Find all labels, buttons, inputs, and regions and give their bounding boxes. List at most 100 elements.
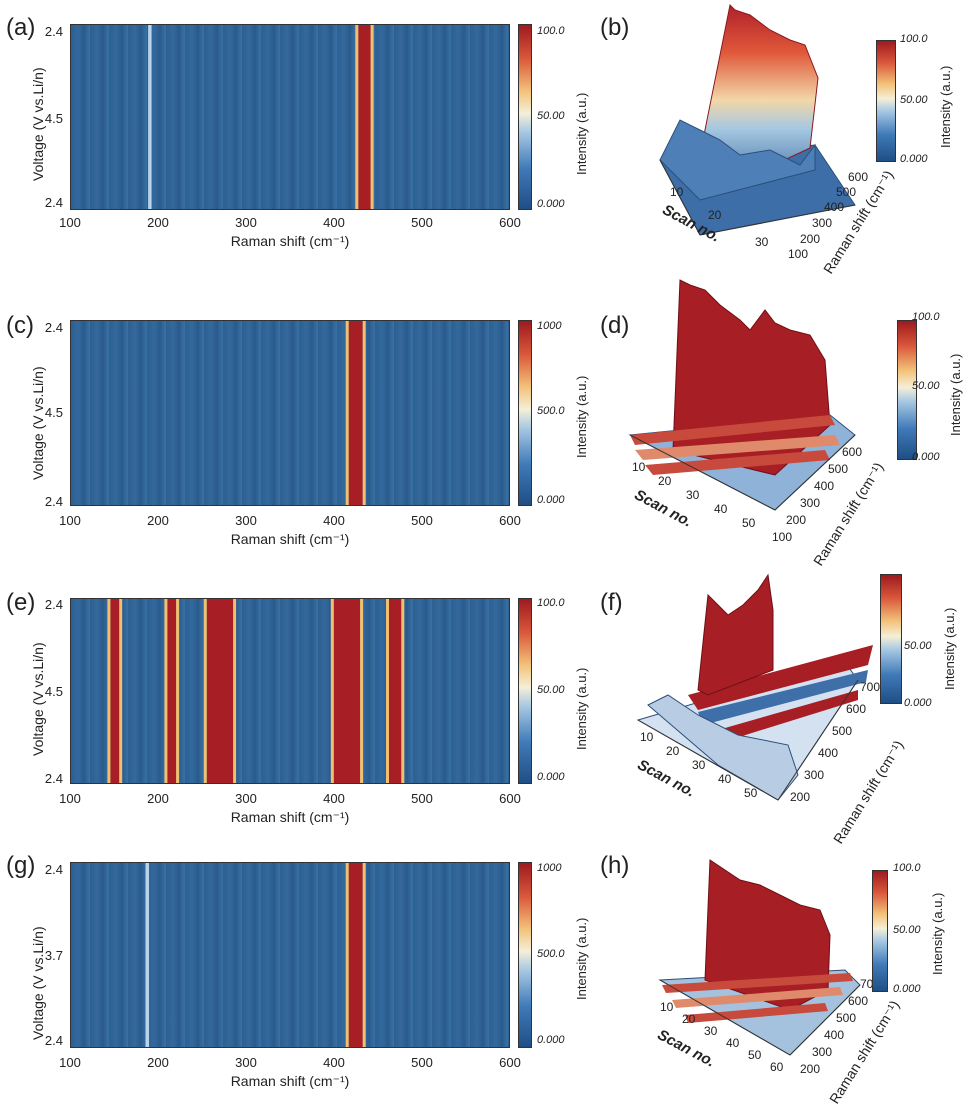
x-tick: 600 [499,1055,521,1070]
y-tick: 4.5 [44,111,63,126]
shift-tick: 300 [812,216,833,230]
shift-tick: 600 [842,445,863,459]
x-tick: 100 [59,215,81,230]
scan-tick: 10 [640,730,654,744]
heatmap-band-edge [330,599,334,783]
colorbar-tick: 50.00 [537,110,565,122]
heatmap-band-edge [119,599,123,783]
heatmap-band [358,25,371,209]
heatmap-band [348,321,363,505]
scan-tick: 50 [748,1048,762,1062]
colorbar-tick: 0.000 [537,198,565,210]
colorbar-tick: 100.0 [900,33,928,45]
x-tick: 500 [411,791,433,806]
scan-tick: 10 [632,460,646,474]
x-tick: 500 [411,513,433,528]
x-axis-label: Raman shift (cm⁻¹) [230,809,350,825]
shift-tick: 200 [786,513,807,527]
colorbar-label: Intensity (a.u.) [574,667,589,750]
colorbar [518,24,532,210]
colorbar-tick: 100.0 [912,311,940,323]
heatmap-band [333,599,361,783]
surface-band-c [718,690,858,742]
x-tick: 600 [499,215,521,230]
shift-tick: 400 [824,200,845,214]
shift-tick: 300 [812,1045,833,1059]
y-tick: 2.4 [44,494,63,509]
x-axis-label: Raman shift (cm⁻¹) [230,1073,350,1089]
colorbar-tick: 0.000 [537,1034,565,1046]
colorbar-label: Intensity (a.u.) [938,65,953,148]
heatmap-g [70,862,510,1048]
shift-tick: 700 [860,680,881,694]
heatmap-band [148,25,152,209]
x-tick: 100 [59,791,81,806]
colorbar-tick: 50.00 [912,380,940,392]
colorbar-tick: 0.000 [893,983,921,995]
shift-tick: 200 [800,1062,821,1076]
x-tick: 600 [499,513,521,528]
colorbar-tick: 50.00 [900,94,928,106]
colorbar-tick: 0.000 [912,451,940,463]
surface-ridge [659,119,816,201]
surface-band-2 [635,435,840,460]
heatmap-band [389,599,402,783]
scan-tick: 60 [770,1060,784,1074]
heatmap-band-edge [107,599,111,783]
scan-tick: 20 [658,474,672,488]
heatmap-e [70,598,510,784]
scan-tick: 40 [718,772,732,786]
heatmap-c [70,320,510,506]
scan-tick: 30 [704,1024,718,1038]
shift-tick: 600 [848,170,869,184]
x-tick: 300 [235,513,257,528]
x-axis-label: Raman shift (cm⁻¹) [230,531,350,547]
heatmap-band [348,863,363,1047]
scan-tick: 50 [744,786,758,800]
y-tick: 2.4 [44,320,63,335]
shift-tick: 400 [814,479,835,493]
scan-tick: 20 [708,208,722,222]
heatmap-band-edge [203,599,207,783]
heatmap-band [206,599,234,783]
colorbar-tick: 500.0 [537,948,565,960]
colorbar-label: Intensity (a.u.) [948,353,963,436]
surface-3d-h [658,859,861,1056]
heatmap-bands [145,863,366,1047]
y-tick: 2.4 [44,771,63,786]
x-tick: 200 [147,513,169,528]
x-tick: 300 [235,1055,257,1070]
colorbar-label: Intensity (a.u.) [574,917,589,1000]
colorbar [518,598,532,784]
colorbar [518,320,532,506]
scan-tick: 40 [726,1036,740,1050]
panel-label: (a) [6,14,36,41]
heatmap-band-edge [370,25,374,209]
x-tick: 300 [235,215,257,230]
scan-tick: 50 [742,516,756,530]
colorbar [897,320,917,460]
y-axis-label: Voltage (V vs.Li/n) [30,926,46,1040]
colorbar [880,574,902,704]
colorbar-tick: 100.0 [537,597,565,609]
y-tick: 2.4 [44,862,63,877]
panel-label: (d) [600,312,630,339]
surface-band-3 [645,450,830,475]
shift-tick: 500 [836,1011,857,1025]
shift-tick: 200 [800,232,821,246]
y-tick: 3.7 [44,948,63,963]
shift-tick: 300 [800,496,821,510]
shift-tick: 500 [836,185,857,199]
heatmap-band-edge [345,863,349,1047]
colorbar-tick: 0.000 [900,153,928,165]
shift-tick: 400 [818,746,839,760]
shift-tick: 100 [772,530,793,544]
surface-3d-d [628,279,856,511]
colorbar [518,862,532,1048]
scan-tick: 10 [670,185,684,199]
colorbar-tick: 1000 [537,320,562,332]
colorbar-tick: 100.0 [893,862,921,874]
surface-3d-f [636,573,873,801]
scan-tick: 30 [686,488,700,502]
colorbar-tick: 0.000 [537,771,565,783]
